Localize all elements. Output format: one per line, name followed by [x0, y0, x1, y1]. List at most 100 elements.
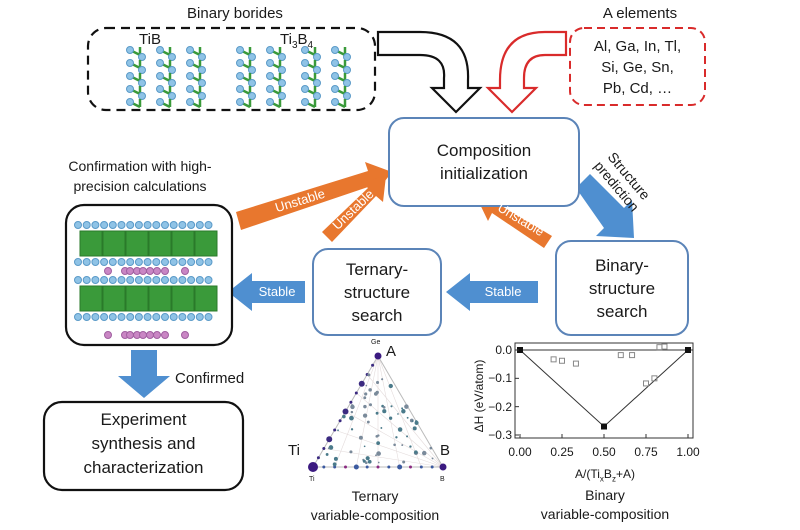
ti-atom: [74, 221, 82, 229]
ti-atom: [236, 98, 244, 106]
ti-atom: [248, 53, 256, 61]
data-point: [661, 343, 668, 350]
ti-atom: [178, 276, 187, 284]
ti-atom: [301, 98, 309, 106]
ternary-point: [414, 450, 418, 454]
ti-atom: [198, 79, 206, 87]
hull-point: [517, 347, 523, 353]
ternary-point: [333, 428, 337, 432]
ti-atom: [126, 72, 134, 80]
a-atom: [104, 331, 112, 339]
ti-atom: [187, 221, 196, 229]
ti-atom: [138, 79, 146, 87]
ternary-point: [373, 391, 378, 396]
chart-caption: Binary variable-composition: [520, 486, 690, 524]
x-tick-label: 1.00: [676, 445, 700, 459]
boride-octahedron: [79, 230, 103, 257]
ternary-point: [322, 465, 326, 469]
ternary-point: [342, 414, 346, 419]
stable-arrow-ternary-to-confirmation: [228, 273, 305, 311]
ti-atom: [168, 79, 176, 87]
a-atom: [181, 267, 189, 275]
ti-atom: [187, 276, 196, 284]
ternary-point: [397, 464, 403, 470]
ternary-point: [382, 406, 386, 409]
ternary-b-small-label: B: [440, 476, 445, 483]
ti-atom: [138, 66, 146, 74]
ti-atom: [117, 221, 126, 229]
ti-atom: [91, 221, 100, 229]
ti-atom: [108, 258, 117, 266]
a-atom: [161, 267, 169, 275]
borides-input-arrow: [376, 30, 483, 114]
ti-atom: [195, 313, 204, 321]
a-elements-list: Al, Ga, In, Tl, Si, Ge, Sn, Pb, Cd, …: [572, 36, 703, 99]
ti-atom: [168, 53, 176, 61]
ternary-point: [409, 445, 412, 448]
hull-point: [601, 423, 607, 430]
ternary-point: [429, 446, 433, 450]
y-tick-label: −0.2: [488, 399, 512, 414]
ternary-caption: Ternary variable-composition: [290, 487, 460, 525]
ti-atom: [278, 66, 286, 74]
ternary-point: [316, 456, 320, 460]
a-elements-line: Al, Ga, In, Tl,: [593, 38, 682, 55]
ti-atom: [117, 258, 126, 266]
ti-atom: [236, 59, 244, 67]
data-point: [643, 380, 649, 387]
ti-atom: [343, 66, 351, 74]
ti-atom: [143, 313, 152, 321]
ternary-point: [349, 450, 353, 454]
ternary-point: [354, 391, 358, 395]
ti-atom: [134, 258, 143, 266]
composition-line: initialization: [440, 164, 528, 183]
ternary-point: [409, 465, 412, 469]
ternary-point: [381, 378, 384, 381]
binary-structure-search-box: Binary-structure search: [555, 240, 689, 336]
data-point: [559, 357, 565, 364]
ternary-point: [376, 465, 380, 469]
ternary-point: [365, 384, 368, 387]
ti-atom: [91, 258, 100, 266]
boride-octahedron: [79, 285, 103, 312]
boride-octahedron: [171, 285, 195, 312]
ti-atom: [169, 313, 178, 321]
a-atom: [181, 331, 189, 339]
ternary-point: [401, 407, 404, 410]
ternary-point: [365, 465, 369, 469]
ternary-point: [397, 427, 403, 432]
ternary-gridline: [356, 355, 379, 468]
y-tick-label: −0.3: [488, 428, 512, 442]
data-point: [572, 360, 579, 367]
ternary-point: [411, 420, 414, 422]
ternary-point: [344, 465, 347, 469]
ti-atom: [186, 85, 194, 93]
ternary-point: [350, 410, 354, 414]
ternary-point: [364, 461, 368, 465]
binary-convex-hull-chart: [514, 342, 694, 439]
ternary-point: [388, 416, 393, 420]
ternary-point: [327, 447, 330, 450]
ti-atom: [313, 66, 321, 74]
ti-atom: [204, 313, 213, 321]
ternary-point: [397, 413, 399, 415]
ti-atom: [169, 221, 178, 229]
ti-atom: [187, 313, 196, 321]
ternary-vertex-b: [439, 463, 447, 471]
ti-atom: [108, 313, 117, 321]
ternary-ti-label: Ti: [288, 442, 300, 459]
a-atom: [161, 331, 169, 339]
ti3b4-label: Ti3B4: [280, 31, 314, 51]
ternary-gridline: [334, 355, 379, 468]
ternary-point: [412, 426, 417, 431]
ti-atom: [143, 221, 152, 229]
ti-atom: [331, 46, 339, 54]
ternary-point: [367, 459, 372, 464]
confirmed-label: Confirmed: [175, 370, 245, 387]
binary-search-line: search: [596, 301, 648, 321]
chart-caption-line: Binary: [585, 487, 625, 503]
ti-atom: [82, 258, 91, 266]
unstable-arrow-binary: [476, 196, 552, 248]
experiment-line: characterization: [83, 458, 204, 477]
ternary-point: [395, 436, 398, 439]
